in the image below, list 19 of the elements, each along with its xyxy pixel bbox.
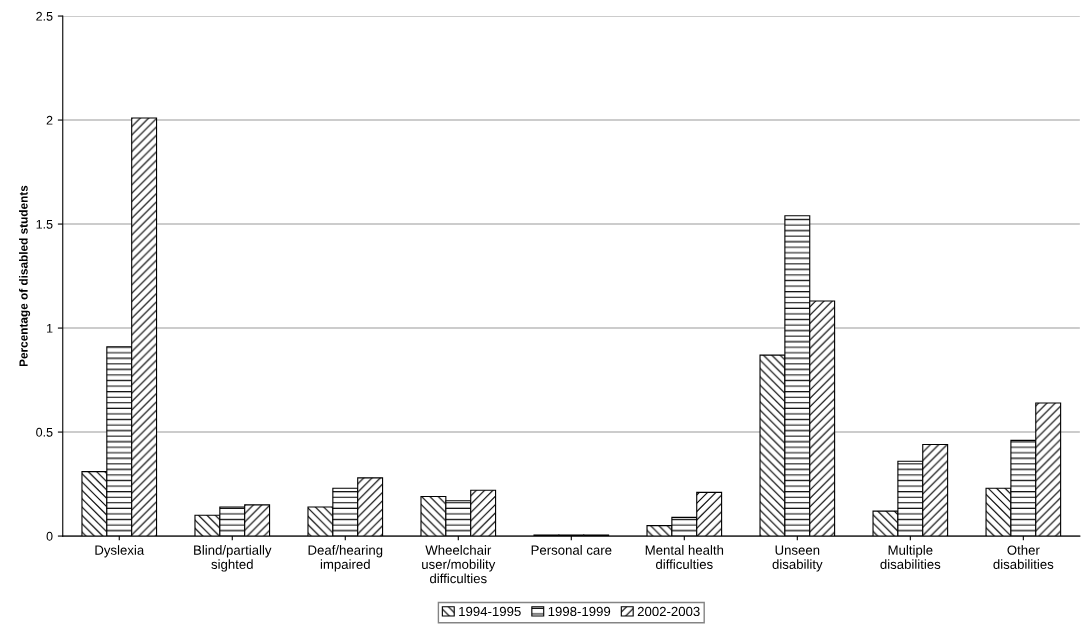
- x-tick-label: Unseen disability: [772, 545, 823, 572]
- legend-label: 1998-1999: [548, 606, 611, 617]
- x-tick-label: Other disabilities: [993, 545, 1054, 569]
- x-tick-label: Dyslexia: [95, 545, 145, 558]
- y-axis-title: Percentage of disabled students: [19, 185, 31, 367]
- y-tick-label: 2.5: [36, 11, 53, 21]
- legend-label: 1994-1995: [459, 606, 521, 617]
- legend-label: 2002-2003: [637, 606, 700, 617]
- x-tick-label: Mental health difficulties: [645, 545, 724, 569]
- y-tick-label: 0: [46, 531, 53, 541]
- x-tick-label: Blind/partially sighted: [194, 545, 272, 572]
- y-tick-label: 1.5: [36, 219, 53, 229]
- y-tick-label: 1: [47, 323, 53, 333]
- y-tick-label: 0.5: [36, 427, 53, 437]
- x-tick-label: Personal care: [531, 545, 612, 555]
- y-tick-label: 2: [46, 115, 53, 125]
- x-tick-label: Multiple disabilities: [880, 545, 941, 569]
- x-tick-label: Wheelchair user/mobility difficulties: [422, 545, 496, 584]
- x-tick-label: Deaf/hearing impaired: [308, 545, 383, 572]
